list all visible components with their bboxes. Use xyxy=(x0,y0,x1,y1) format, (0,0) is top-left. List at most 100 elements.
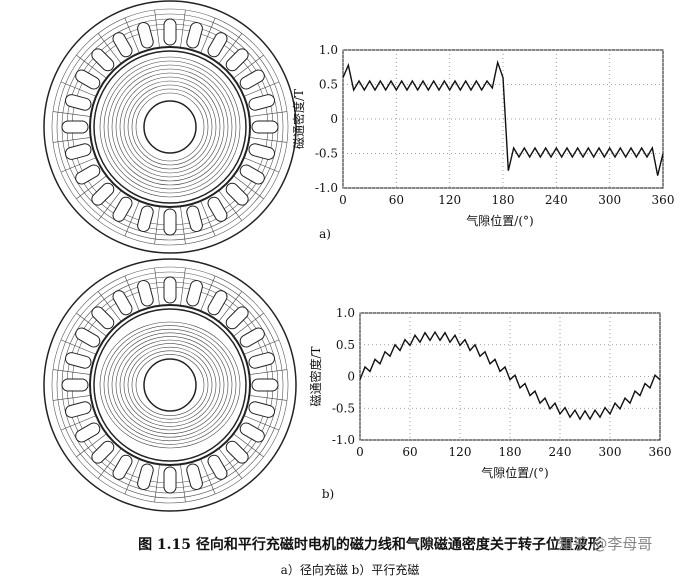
stator-slot xyxy=(251,378,279,392)
stator-slot xyxy=(112,454,133,480)
stator-slot xyxy=(61,120,89,134)
flux-line xyxy=(218,33,243,64)
stator-slot xyxy=(163,466,177,494)
flux-line xyxy=(124,458,140,495)
x-tick-label: 300 xyxy=(598,193,621,207)
stator-slot xyxy=(251,120,279,134)
y-tick-label: 0.5 xyxy=(336,338,355,352)
stator-slot xyxy=(239,164,265,185)
stator-slot xyxy=(137,463,154,491)
x-tick-label: 240 xyxy=(545,193,568,207)
x-tick-label: 0 xyxy=(356,445,364,459)
flux-line xyxy=(52,369,91,375)
flux-line xyxy=(180,464,186,503)
flux-line xyxy=(180,267,186,306)
x-tick-label: 240 xyxy=(549,445,572,459)
panel-label: a) xyxy=(319,227,331,241)
stator-slot xyxy=(207,32,228,58)
x-tick-label: 180 xyxy=(492,193,515,207)
magnet-ring xyxy=(93,308,247,462)
flux-line xyxy=(243,415,280,431)
stator-slot xyxy=(163,276,177,304)
flux-line xyxy=(200,200,216,237)
flux-line xyxy=(233,312,264,337)
stator-slot xyxy=(207,290,228,316)
flux-line xyxy=(131,350,209,420)
stator-slot xyxy=(137,279,154,307)
stator-slot xyxy=(112,32,133,58)
x-tick-label: 360 xyxy=(652,193,675,207)
x-tick-label: 60 xyxy=(402,445,417,459)
chart: -1.0 -0.5 0 0.5 1.0 0 60 120 180 240 300 360 气隙位置/(°… xyxy=(308,306,671,501)
x-tick-label: 120 xyxy=(438,193,461,207)
flux-line xyxy=(76,175,107,200)
flux-line xyxy=(52,395,91,401)
flux-line xyxy=(60,81,97,97)
stator-slot xyxy=(75,164,101,185)
flux-line xyxy=(127,84,213,170)
stator-slot xyxy=(239,327,265,348)
flux-line xyxy=(107,64,233,190)
air-gap xyxy=(89,46,251,208)
stator-slot xyxy=(163,18,177,46)
flux-line xyxy=(218,291,243,322)
flux-line xyxy=(99,321,241,449)
flux-line xyxy=(76,54,107,79)
flux-line xyxy=(135,92,205,162)
stator-slot xyxy=(239,69,265,90)
stator-slot xyxy=(64,401,92,418)
flux-line xyxy=(154,464,160,503)
stator-slot xyxy=(225,440,249,464)
stator-slot xyxy=(91,306,115,330)
flux-line xyxy=(115,72,225,182)
flux-line xyxy=(119,76,221,178)
stator-slot xyxy=(225,182,249,206)
flux-line xyxy=(124,275,140,312)
flux-line xyxy=(115,336,225,434)
stator-slot xyxy=(64,94,92,111)
flux-line xyxy=(60,157,97,173)
flux-line xyxy=(97,33,122,64)
flux-line xyxy=(249,369,288,375)
stator-slot xyxy=(75,422,101,443)
flux-line xyxy=(200,275,216,312)
stator-slot xyxy=(75,327,101,348)
stator-slot xyxy=(207,196,228,222)
flux-line xyxy=(97,448,122,479)
flux-line xyxy=(111,332,229,438)
stator-slot xyxy=(91,440,115,464)
flux-line xyxy=(123,343,217,427)
y-tick-label: 0.5 xyxy=(319,78,338,92)
data-line xyxy=(342,59,664,176)
flux-line xyxy=(249,395,288,401)
stator-slot xyxy=(186,205,203,233)
panel-label: b) xyxy=(322,487,334,501)
flux-line xyxy=(123,80,217,174)
stator-outline xyxy=(43,258,297,512)
shaft xyxy=(143,358,197,412)
flux-line xyxy=(233,54,264,79)
stator-slot xyxy=(137,21,154,49)
flux-line xyxy=(243,157,280,173)
data-line xyxy=(359,330,661,421)
flux-line xyxy=(135,354,205,416)
flux-line xyxy=(97,291,122,322)
stator-slot xyxy=(248,94,276,111)
flux-line xyxy=(233,433,264,458)
flux-line xyxy=(127,346,213,424)
stator-slot xyxy=(61,378,89,392)
stator-slot xyxy=(112,196,133,222)
y-tick-label: 1.0 xyxy=(336,306,355,320)
stator-slot xyxy=(225,48,249,72)
y-tick-label: 1.0 xyxy=(319,43,338,57)
y-axis-label: 磁通密度/T xyxy=(308,346,323,406)
stator-slot xyxy=(64,352,92,369)
magnet-ring xyxy=(93,50,247,204)
shaft xyxy=(143,100,197,154)
stator-slot xyxy=(163,208,177,236)
flux-line xyxy=(233,175,264,200)
stator-slot xyxy=(248,352,276,369)
flux-line xyxy=(52,137,91,143)
flux-line xyxy=(243,81,280,97)
